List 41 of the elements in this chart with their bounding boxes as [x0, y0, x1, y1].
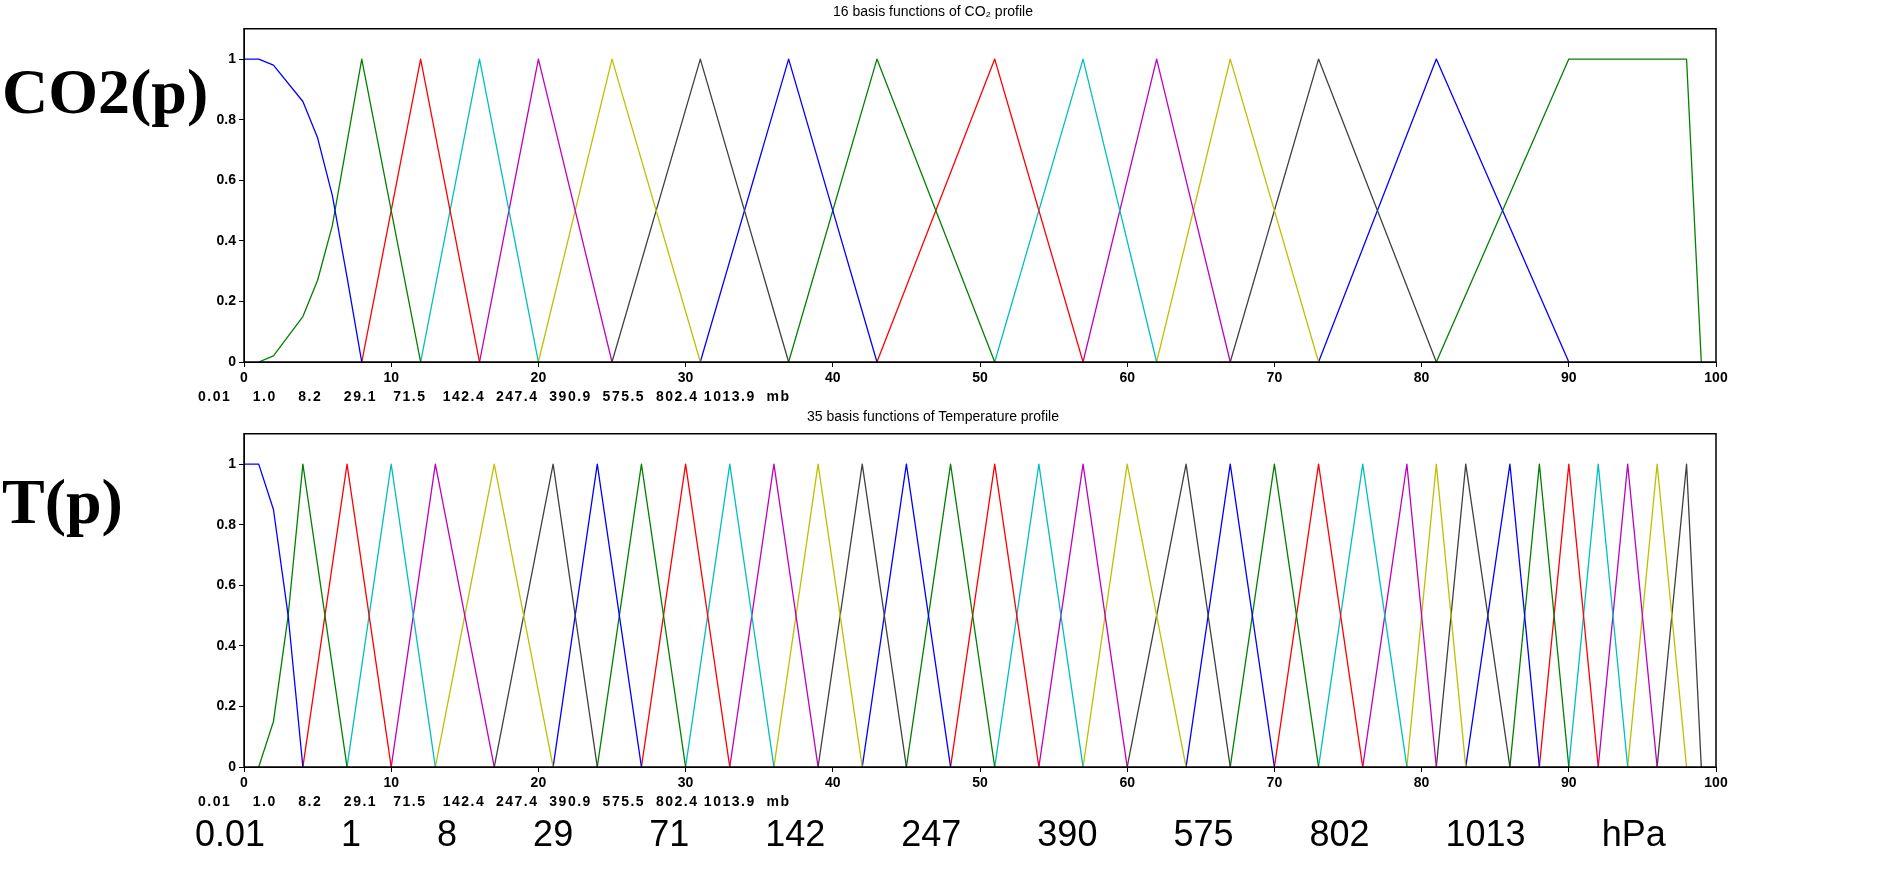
y-tick-label: 0.4: [216, 636, 237, 653]
x-tick-label: 0: [240, 369, 249, 386]
x-tick-label: 10: [383, 369, 400, 386]
x-tick-label: 20: [530, 774, 547, 791]
chart-title: 35 basis functions of Temperature profile: [807, 408, 1060, 425]
text: 0.01 1.0 8.2 29.1 71.5 142.4 247.4 390.9 575.5 802.4 1013.9 mb: [198, 388, 791, 404]
x-tick-label: 30: [677, 369, 694, 386]
x-tick-label: 100: [1704, 774, 1728, 791]
x-tick-label: 10: [383, 774, 400, 791]
x-tick-label: 50: [972, 774, 988, 791]
y-tick-label: 0.2: [216, 697, 237, 714]
y-tick-label: 0.6: [216, 171, 237, 188]
x-tick-label: 70: [1266, 774, 1283, 791]
y-tick-label: 0.8: [216, 110, 237, 127]
y-axis-title: T(p): [2, 465, 123, 539]
x-tick-label: 20: [530, 369, 547, 386]
y-tick-label: 0.6: [216, 576, 237, 593]
x-tick-label: 60: [1119, 369, 1136, 386]
y-tick-label: 0.2: [216, 292, 237, 309]
x-tick-label: 50: [972, 369, 988, 386]
x-tick-label: 70: [1266, 369, 1283, 386]
x-tick-label: 80: [1413, 774, 1430, 791]
x-tick-label: 40: [825, 774, 841, 791]
y-tick-label: 0.4: [216, 231, 237, 248]
y-tick-label: 0: [228, 352, 237, 369]
y-tick-label: 1: [228, 454, 237, 471]
x-tick-label: 100: [1704, 369, 1728, 386]
chart-title: 16 basis functions of CO₂ profile: [833, 3, 1034, 20]
y-tick-label: 1: [228, 49, 237, 66]
x-tick-label: 30: [677, 774, 694, 791]
x-tick-label: 40: [825, 369, 841, 386]
x-tick-label: 0: [240, 774, 249, 791]
x-tick-label: 60: [1119, 774, 1136, 791]
x-tick-label: 90: [1561, 369, 1577, 386]
text: 0.01 1.0 8.2 29.1 71.5 142.4 247.4 390.9 575.5 802.4 1013.9 mb: [198, 793, 791, 809]
x-tick-label: 80: [1413, 369, 1430, 386]
y-axis-title: CO2(p): [2, 55, 209, 129]
y-tick-label: 0: [228, 757, 237, 774]
x-tick-label: 90: [1561, 774, 1577, 791]
text: 0.01 1 8 29 71 142 247 390 575 802 1013 hPa: [195, 813, 1666, 855]
y-tick-label: 0.8: [216, 515, 237, 532]
